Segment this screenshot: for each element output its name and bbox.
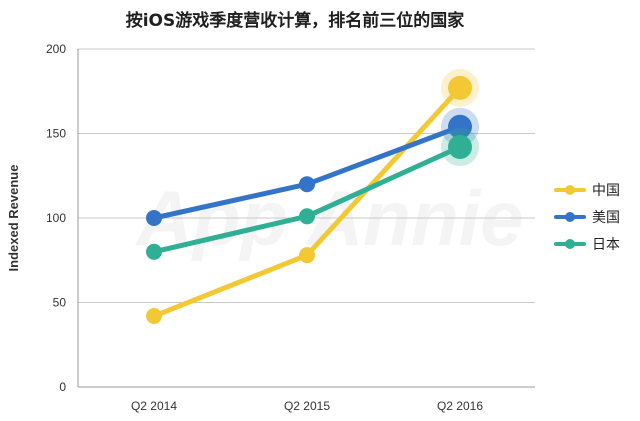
legend-swatch-dot-0 bbox=[565, 185, 575, 195]
legend-label-1: 美国 bbox=[592, 209, 620, 225]
y-tick-label-0: 0 bbox=[59, 380, 66, 394]
legend-swatch-dot-1 bbox=[565, 212, 575, 222]
axis-layer: 0 50 100 150 200 Q2 2014 Q2 2015 Q2 2016 bbox=[46, 42, 535, 413]
series-1-point-2 bbox=[448, 114, 472, 139]
chart-title: 按iOS游戏季度营收计算，排名前三位的国家 bbox=[125, 11, 465, 31]
series-2-point-2 bbox=[448, 135, 472, 160]
series-2-point-1 bbox=[299, 208, 315, 225]
legend-item-0: 中国 bbox=[554, 182, 620, 198]
y-tick-label-200: 200 bbox=[46, 42, 66, 56]
legend-label-0: 中国 bbox=[592, 182, 620, 198]
series-1-point-0 bbox=[146, 210, 162, 226]
series-0-point-0 bbox=[146, 308, 162, 325]
series-1 bbox=[146, 107, 479, 226]
y-tick-label-50: 50 bbox=[53, 296, 67, 310]
series-0-point-1 bbox=[299, 247, 315, 264]
legend-swatch-dot-2 bbox=[565, 239, 575, 249]
y-axis-title: Indexed Revenue bbox=[6, 165, 21, 272]
x-tick-label-1: Q2 2015 bbox=[284, 399, 330, 413]
legend-item-2: 日本 bbox=[554, 236, 620, 252]
y-tick-label-150: 150 bbox=[46, 127, 66, 141]
x-tick-label-2: Q2 2016 bbox=[437, 399, 483, 413]
legend-item-1: 美国 bbox=[554, 209, 620, 225]
series-1-point-1 bbox=[299, 176, 315, 193]
series-0-point-2 bbox=[448, 75, 472, 100]
legend-label-2: 日本 bbox=[592, 236, 620, 252]
y-tick-label-100: 100 bbox=[46, 211, 66, 225]
x-tick-label-0: Q2 2014 bbox=[131, 399, 177, 413]
series-layer bbox=[146, 68, 479, 325]
series-2 bbox=[146, 128, 479, 260]
series-2-point-0 bbox=[146, 243, 162, 260]
